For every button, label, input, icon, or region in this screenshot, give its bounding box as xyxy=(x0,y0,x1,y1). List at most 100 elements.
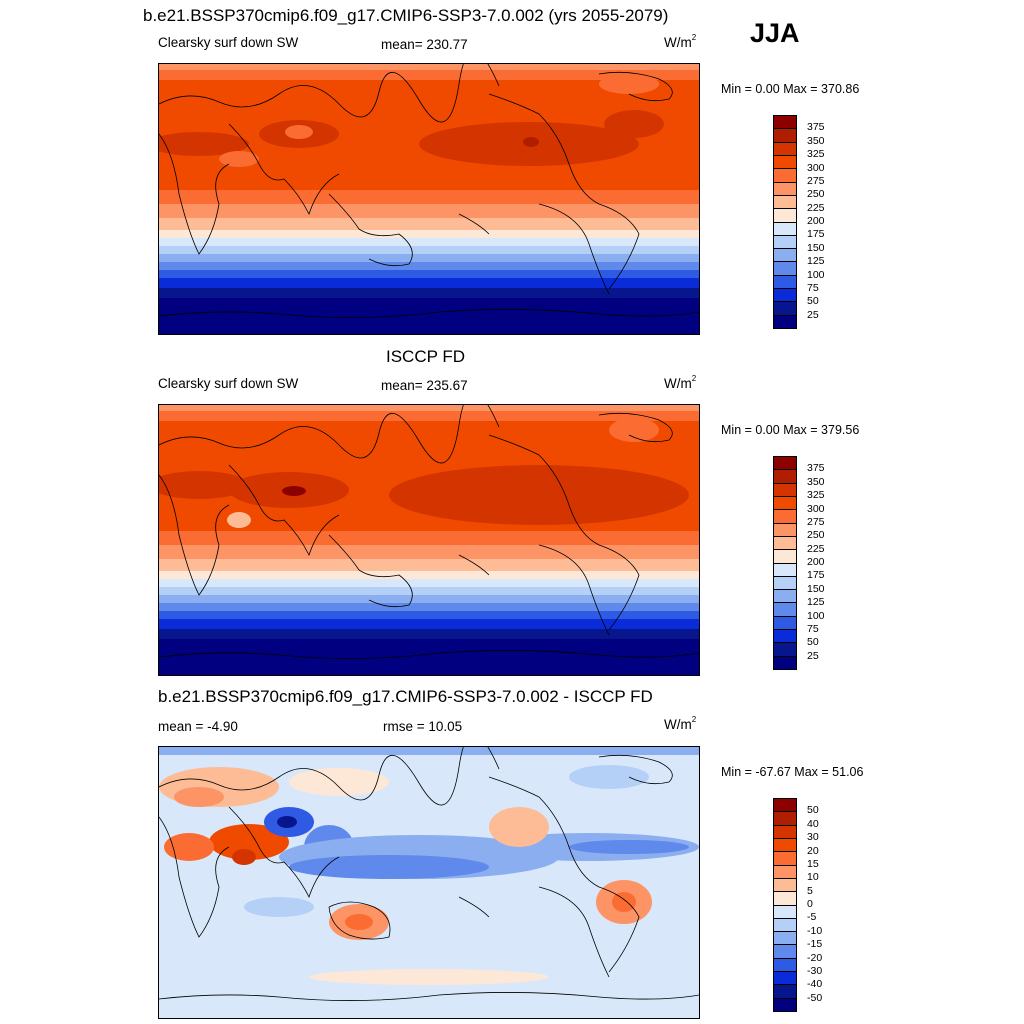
panel-2-minmax: Min = 0.00 Max = 379.56 xyxy=(721,423,860,437)
colorbar-swatch xyxy=(774,825,796,839)
colorbar-swatch xyxy=(774,289,796,303)
colorbar-swatch xyxy=(774,470,796,484)
colorbar-tick-label: 275 xyxy=(807,174,825,187)
colorbar-tick-label: 250 xyxy=(807,529,825,542)
colorbar-swatch xyxy=(774,155,796,170)
panel-3-rmse-label: rmse = 10.05 xyxy=(383,719,463,734)
colorbar-swatch xyxy=(774,630,796,644)
panel-3-coastlines xyxy=(159,747,699,1001)
panel-3-map xyxy=(158,746,700,1019)
colorbar-tick-label: -50 xyxy=(807,991,823,1004)
colorbar-tick-label: 100 xyxy=(807,609,825,622)
colorbar-tick-label: 225 xyxy=(807,201,825,214)
colorbar-swatch xyxy=(774,590,796,604)
colorbar-tick-label: 250 xyxy=(807,188,825,201)
colorbar-swatch xyxy=(774,483,796,497)
colorbar-tick-label: 225 xyxy=(807,542,825,555)
colorbar-swatch xyxy=(774,852,796,866)
colorbar-swatch xyxy=(774,799,796,813)
colorbar-swatch xyxy=(774,892,796,906)
colorbar-tick-label: -30 xyxy=(807,964,823,977)
panel-2-coastlines xyxy=(159,405,699,659)
colorbar-swatch xyxy=(774,249,796,263)
panel-3-units: W/m2 xyxy=(664,715,697,732)
panel-3-minmax: Min = -67.67 Max = 51.06 xyxy=(721,765,864,779)
colorbar-swatch xyxy=(774,302,796,316)
panel-3-title: b.e21.BSSP370cmip6.f09_g17.CMIP6-SSP3-7.… xyxy=(158,687,653,706)
panel-2-colorbar xyxy=(773,456,797,670)
colorbar-swatch xyxy=(774,945,796,959)
panel-2-variable-label: Clearsky surf down SW xyxy=(158,376,299,391)
colorbar-tick-label: -40 xyxy=(807,978,823,991)
colorbar-tick-label: 150 xyxy=(807,582,825,595)
colorbar-swatch xyxy=(774,616,796,631)
colorbar-swatch xyxy=(774,129,796,143)
colorbar-tick-label: -20 xyxy=(807,951,823,964)
colorbar-tick-label: 275 xyxy=(807,515,825,528)
colorbar-tick-label: 325 xyxy=(807,489,825,502)
colorbar-swatch xyxy=(774,510,796,524)
colorbar-tick-label: 375 xyxy=(807,121,825,134)
colorbar-tick-label: 300 xyxy=(807,502,825,515)
colorbar-swatch xyxy=(774,812,796,826)
colorbar-tick-label: 20 xyxy=(807,844,819,857)
colorbar-swatch xyxy=(774,262,796,276)
colorbar-swatch xyxy=(774,563,796,577)
colorbar-tick-label: 50 xyxy=(807,636,819,649)
colorbar-swatch xyxy=(774,838,796,853)
panel-1-minmax: Min = 0.00 Max = 370.86 xyxy=(721,82,860,96)
colorbar-swatch xyxy=(774,142,796,156)
colorbar-swatch xyxy=(774,275,796,290)
colorbar-tick-label: 75 xyxy=(807,622,819,635)
colorbar-tick-label: 150 xyxy=(807,241,825,254)
colorbar-tick-label: 30 xyxy=(807,831,819,844)
colorbar-swatch xyxy=(774,865,796,879)
colorbar-tick-label: 125 xyxy=(807,596,825,609)
colorbar-tick-label: 350 xyxy=(807,134,825,147)
colorbar-tick-label: 350 xyxy=(807,475,825,488)
panel-1-colorbar xyxy=(773,115,797,329)
colorbar-tick-label: 200 xyxy=(807,215,825,227)
colorbar-swatch xyxy=(774,116,796,130)
colorbar-swatch xyxy=(774,932,796,946)
colorbar-tick-label: 50 xyxy=(807,295,819,308)
colorbar-tick-label: 325 xyxy=(807,148,825,161)
colorbar-swatch xyxy=(774,972,796,986)
panel-2-mean-label: mean= 235.67 xyxy=(381,378,468,393)
colorbar-swatch xyxy=(774,576,796,591)
colorbar-swatch xyxy=(774,905,796,919)
colorbar-tick-label: 40 xyxy=(807,817,819,830)
colorbar-swatch xyxy=(774,496,796,511)
colorbar-swatch xyxy=(774,550,796,564)
colorbar-swatch xyxy=(774,209,796,223)
panel-2-title: ISCCP FD xyxy=(386,347,466,366)
colorbar-tick-label: 125 xyxy=(807,255,825,268)
colorbar-tick-label: 375 xyxy=(807,462,825,475)
colorbar-tick-label: 0 xyxy=(807,898,813,910)
colorbar-swatch xyxy=(774,523,796,537)
panel-2-map xyxy=(158,404,700,676)
colorbar-swatch xyxy=(774,985,796,999)
colorbar-tick-label: 10 xyxy=(807,871,819,884)
panel-1-variable-label: Clearsky surf down SW xyxy=(158,35,299,50)
colorbar-tick-label: -15 xyxy=(807,938,823,951)
colorbar-tick-label: 25 xyxy=(807,649,819,662)
colorbar-swatch xyxy=(774,169,796,183)
colorbar-swatch xyxy=(774,998,796,1011)
panel-1-units: W/m2 xyxy=(664,33,697,50)
colorbar-swatch xyxy=(774,195,796,210)
colorbar-tick-label: 200 xyxy=(807,556,825,568)
colorbar-tick-label: 15 xyxy=(807,857,819,870)
colorbar-swatch xyxy=(774,182,796,196)
colorbar-tick-label: 100 xyxy=(807,268,825,281)
panel-1-mean-label: mean= 230.77 xyxy=(381,37,468,52)
colorbar-tick-label: -5 xyxy=(807,911,817,924)
panel-1-title: b.e21.BSSP370cmip6.f09_g17.CMIP6-SSP3-7.… xyxy=(143,6,669,25)
colorbar-tick-label: 175 xyxy=(807,569,825,582)
colorbar-tick-label: 5 xyxy=(807,884,813,897)
panel-2-units: W/m2 xyxy=(664,374,697,391)
colorbar-swatch xyxy=(774,958,796,973)
colorbar-tick-label: 50 xyxy=(807,804,819,817)
colorbar-swatch xyxy=(774,643,796,657)
panel-1-map xyxy=(158,63,700,335)
